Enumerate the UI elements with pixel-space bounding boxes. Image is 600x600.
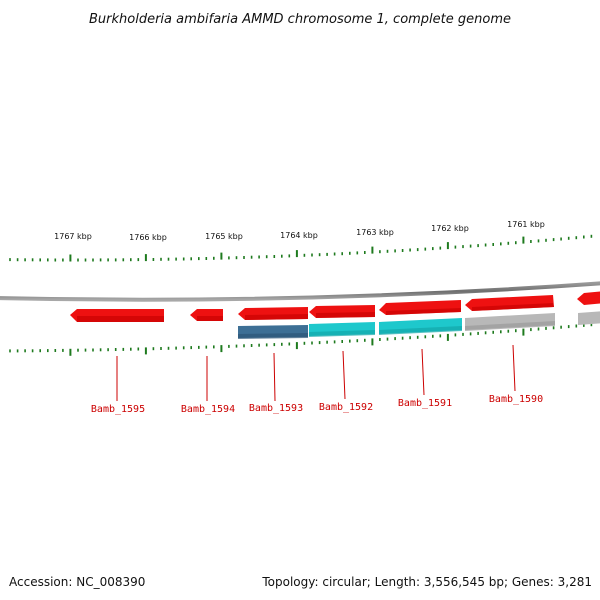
accession-text: Accession: NC_008390	[9, 575, 145, 589]
genome-summary-text: Topology: circular; Length: 3,556,545 bp…	[261, 575, 592, 589]
feature-band-gray-1	[465, 313, 555, 331]
gene-arrow-bamb-1591[interactable]	[379, 300, 461, 315]
leader-line-bamb-1591	[421, 348, 425, 396]
leader-line-bamb-1592	[342, 350, 346, 400]
scale-label-1767: 1767 kbp	[54, 232, 92, 241]
gene-arrow-edge[interactable]	[577, 291, 600, 305]
scale-ticks-bottom	[9, 323, 593, 356]
scale-label-1762: 1762 kbp	[431, 224, 469, 233]
gene-arrow-bamb-1592[interactable]	[309, 305, 375, 318]
gene-label-bamb-1590[interactable]: Bamb_1590	[489, 394, 543, 405]
chromosome-backbone	[0, 281, 600, 302]
gene-label-bamb-1594[interactable]: Bamb_1594	[181, 404, 235, 415]
scale-label-1765: 1765 kbp	[205, 232, 243, 241]
gene-arrow-bamb-1590[interactable]	[465, 295, 554, 311]
feature-band-gray-2	[578, 311, 600, 325]
scale-label-1764: 1764 kbp	[280, 231, 318, 240]
gene-label-bamb-1591[interactable]: Bamb_1591	[398, 398, 452, 409]
gene-arrow-bamb-1593[interactable]	[238, 307, 308, 320]
gene-label-bamb-1593[interactable]: Bamb_1593	[249, 403, 303, 414]
leader-line-bamb-1593	[273, 352, 276, 402]
scale-ticks-top	[9, 234, 593, 262]
leader-line-bamb-1590	[512, 344, 516, 392]
gene-arrow-bamb-1595[interactable]	[70, 309, 164, 322]
genome-title: Burkholderia ambifaria AMMD chromosome 1…	[89, 12, 511, 27]
scale-label-1763: 1763 kbp	[356, 228, 394, 237]
gene-label-bamb-1595[interactable]: Bamb_1595	[91, 404, 145, 415]
scale-label-1766: 1766 kbp	[129, 233, 167, 242]
feature-band-blue	[238, 325, 308, 339]
scale-label-1761: 1761 kbp	[507, 220, 545, 229]
feature-band-cyan-1	[309, 322, 375, 337]
gene-label-bamb-1592[interactable]: Bamb_1592	[319, 402, 373, 413]
gene-arrow-bamb-1594[interactable]	[190, 309, 223, 321]
feature-band-cyan-2	[379, 318, 462, 335]
